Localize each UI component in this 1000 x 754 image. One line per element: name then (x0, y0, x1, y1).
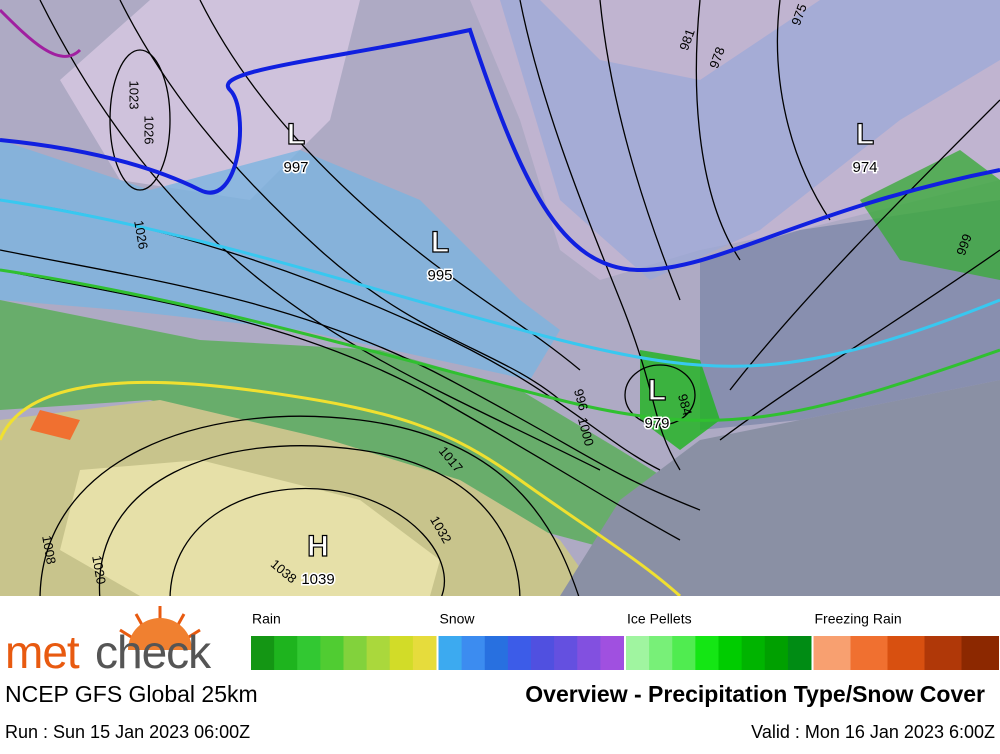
system-symbol: L (287, 118, 305, 151)
legend-label: Ice Pellets (627, 611, 692, 627)
system-symbol: L (648, 374, 666, 407)
isobar-label: 975 (788, 2, 810, 28)
system-pressure: 995 (427, 267, 452, 284)
legend-swatch (461, 636, 486, 670)
isobar-label: 1020 (89, 554, 109, 585)
legend-swatch (531, 636, 555, 670)
isobar-label: 999 (953, 232, 975, 258)
legend-swatch (366, 636, 391, 670)
legend-swatch (438, 636, 463, 670)
legend-label: Snow (440, 611, 476, 627)
logo-text: met (5, 626, 80, 678)
legend-swatch (813, 636, 851, 670)
legend-label: Freezing Rain (815, 611, 902, 627)
system-pressure: 997 (283, 159, 308, 176)
isobar-label: 1026 (142, 116, 157, 145)
legend-swatch (251, 636, 275, 670)
isobar-label: 1026 (131, 219, 151, 250)
pressure-systems: L 997 L 995 L 979 L 974 H 1039 (282, 117, 879, 589)
legend-swatch (924, 636, 962, 670)
map (0, 0, 1000, 601)
chart-title: Overview - Precipitation Type/Snow Cover (525, 681, 985, 707)
isobar-label: 1023 (127, 81, 142, 110)
legend-swatch (297, 636, 321, 670)
legend-swatch (412, 636, 437, 670)
isobar-label: 984 (675, 392, 695, 417)
legend-swatch (600, 636, 624, 670)
legend-swatch (577, 636, 601, 670)
legend-swatch (718, 636, 743, 670)
isobar-label: 981 (676, 27, 698, 53)
system-symbol: L (431, 226, 449, 259)
legend-swatch (554, 636, 578, 670)
model: NCEP GFS Global 25km (5, 681, 258, 707)
system-symbol: H (307, 530, 329, 563)
legend-label: Rain (252, 611, 281, 627)
legend-swatch (764, 636, 789, 670)
legend-swatch (484, 636, 509, 670)
isobar-label: 996 (571, 387, 591, 412)
legend-swatch (343, 636, 368, 670)
legend-swatch (695, 636, 719, 670)
legend-swatch (274, 636, 298, 670)
isobar-label: 1008 (39, 534, 59, 565)
legend-swatch (672, 636, 696, 670)
isobar-label: 1000 (575, 416, 597, 448)
logo: met check (5, 606, 213, 678)
system-pressure: 1039 (301, 571, 334, 588)
system-pressure: 974 (852, 159, 877, 176)
legend-swatch (787, 636, 812, 670)
run-time: Run : Sun 15 Jan 2023 06:00Z (5, 722, 250, 742)
legend-swatch (741, 636, 766, 670)
legend-swatch (507, 636, 532, 670)
system-pressure: 979 (644, 415, 669, 432)
legend-swatch (887, 636, 925, 670)
isobar-label: 978 (706, 45, 728, 71)
legend: Rain Snow Ice Pellets Freezing Rain (251, 611, 999, 670)
valid-time: Valid : Mon 16 Jan 2023 6:00Z (751, 722, 995, 742)
legend-swatch (961, 636, 999, 670)
legend-swatch (389, 636, 414, 670)
system-symbol: L (856, 118, 874, 151)
logo-text: check (95, 626, 212, 678)
legend-swatch (320, 636, 344, 670)
legend-swatch (850, 636, 888, 670)
legend-swatch (626, 636, 650, 670)
legend-swatch (649, 636, 673, 670)
